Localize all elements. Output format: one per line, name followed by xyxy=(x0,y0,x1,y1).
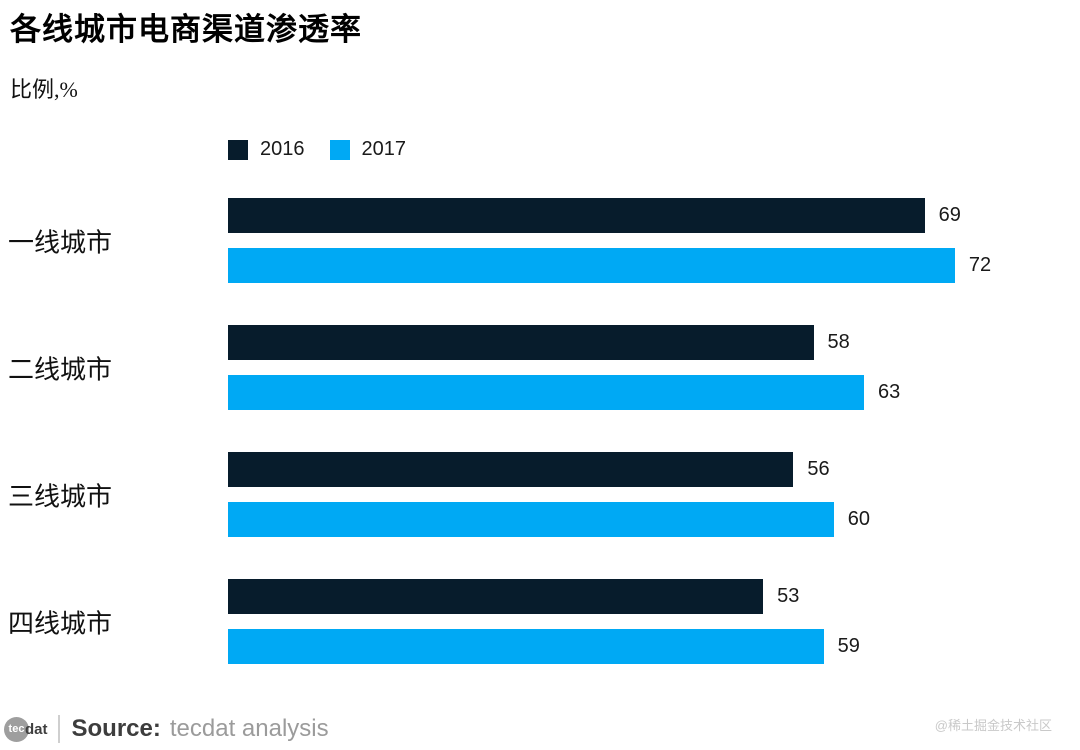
chart-legend: 2016 2017 xyxy=(228,138,406,161)
source-label: Source: xyxy=(71,715,161,742)
tecdat-logo: tec dat xyxy=(4,716,48,742)
category-label: 二线城市 xyxy=(8,355,113,384)
axis-unit-label: 比例,% xyxy=(10,77,78,102)
bar-2016 xyxy=(228,579,764,614)
bar-row-2017: 59 xyxy=(228,629,965,664)
bar-value-label: 72 xyxy=(968,254,992,276)
bar-group: 二线城市 58 63 xyxy=(0,325,1080,410)
bar-value-label: 56 xyxy=(807,458,830,480)
bar-value-label: 58 xyxy=(827,331,850,353)
bar-2016 xyxy=(228,198,925,233)
legend-label: 2017 xyxy=(361,138,407,160)
category-label: 四线城市 xyxy=(8,609,113,638)
bar-2017 xyxy=(228,248,955,283)
source-footer: tec dat Source: tecdat analysis xyxy=(4,712,329,746)
page-title: 各线城市电商渠道渗透率 xyxy=(10,12,362,47)
tecdat-logo-text: dat xyxy=(25,720,48,738)
bar-row-2016: 53 xyxy=(228,579,965,614)
bar-row-2017: 60 xyxy=(228,502,965,537)
bar-value-label: 69 xyxy=(938,204,961,226)
bar-value-label: 60 xyxy=(847,508,870,530)
category-label: 三线城市 xyxy=(8,482,113,511)
bar-pair: 58 63 xyxy=(228,325,965,410)
bar-2017 xyxy=(228,502,834,537)
bar-2016 xyxy=(228,452,794,487)
bar-row-2016: 58 xyxy=(228,325,965,360)
legend-swatch-icon xyxy=(228,139,248,160)
footer-divider xyxy=(57,715,60,743)
legend-swatch-icon xyxy=(329,139,350,160)
legend-label: 2016 xyxy=(260,138,305,160)
category-label: 一线城市 xyxy=(8,228,113,257)
bar-row-2017: 63 xyxy=(228,375,965,410)
legend-item-2016: 2016 xyxy=(228,138,305,161)
bar-row-2016: 69 xyxy=(228,198,965,233)
bar-2017 xyxy=(228,375,865,410)
bar-row-2017: 72 xyxy=(228,248,991,283)
bar-pair: 56 60 xyxy=(228,452,965,537)
tecdat-logo-circle: tec xyxy=(4,716,29,742)
bar-row-2016: 56 xyxy=(228,452,965,487)
bar-value-label: 63 xyxy=(878,381,901,403)
bar-group: 三线城市 56 60 xyxy=(0,452,1080,537)
bar-2017 xyxy=(228,629,824,664)
bar-group: 四线城市 53 59 xyxy=(0,579,1080,664)
bar-value-label: 53 xyxy=(777,585,800,607)
bar-pair: 53 59 xyxy=(228,579,965,664)
bar-chart: 一线城市 69 72 二线城市 58 63 三线城市 56 60 四线城市 53 59 xyxy=(0,198,1080,706)
community-watermark: @稀土掘金技术社区 xyxy=(934,718,1052,733)
bar-pair: 69 72 xyxy=(228,198,991,283)
bar-value-label: 59 xyxy=(837,635,860,657)
bar-group: 一线城市 69 72 xyxy=(0,198,1080,283)
bar-2016 xyxy=(228,325,814,360)
legend-item-2017: 2017 xyxy=(329,138,407,161)
source-text: tecdat analysis xyxy=(169,715,329,742)
